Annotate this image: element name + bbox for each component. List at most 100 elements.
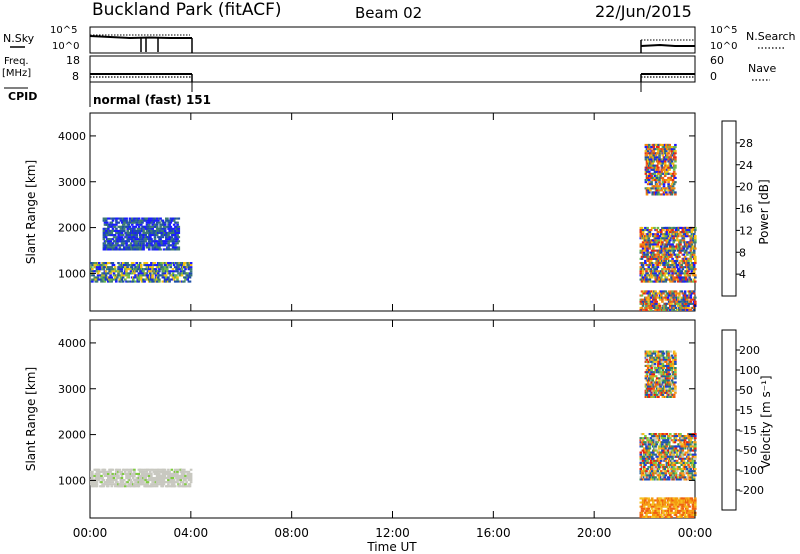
- power-cell: [141, 240, 144, 243]
- velocity-cell: [680, 439, 683, 442]
- velocity-cell: [671, 381, 675, 384]
- power-cell: [655, 164, 659, 167]
- power-cell: [694, 239, 697, 242]
- velocity-cell: [677, 509, 680, 512]
- velocity-cell: [669, 360, 673, 363]
- power-cell: [670, 300, 673, 303]
- power-cell: [648, 247, 652, 250]
- power-cell: [680, 276, 683, 279]
- velocity-cell: [687, 463, 690, 466]
- power-cell: [644, 181, 648, 184]
- velocity-cell: [661, 369, 665, 372]
- velocity-cell: [689, 478, 693, 481]
- velocity-cell: [644, 468, 647, 471]
- power-cell: [648, 143, 651, 146]
- power-cell: [666, 193, 669, 196]
- velocity-cell: [678, 499, 681, 502]
- power-cell: [673, 276, 677, 279]
- power-ytick-label: 2000: [58, 222, 86, 235]
- power-cell: [652, 270, 655, 273]
- power-cell: [658, 181, 661, 184]
- n-tick-left-1: 10^5: [50, 25, 77, 36]
- velocity-cell: [662, 379, 666, 382]
- power-cell: [650, 183, 653, 186]
- velocity-cell: [644, 375, 648, 378]
- power-cell: [168, 270, 171, 273]
- velocity-cell: [689, 449, 693, 452]
- power-cell: [653, 174, 657, 177]
- power-cell: [669, 304, 672, 307]
- velocity-cell: [147, 468, 151, 471]
- power-cell: [691, 298, 695, 301]
- power-cell: [650, 241, 654, 244]
- power-cell: [683, 300, 687, 303]
- power-cell: [647, 304, 651, 307]
- power-cell: [103, 266, 107, 269]
- power-cell: [663, 253, 666, 256]
- date-label: 22/Jun/2015: [595, 2, 692, 21]
- power-cell: [662, 168, 666, 171]
- power-cell: [144, 240, 148, 243]
- velocity-cell: [651, 379, 654, 382]
- power-cell: [675, 266, 679, 269]
- power-data-block-3: [644, 143, 677, 196]
- velocity-cell: [687, 437, 690, 440]
- power-cell: [644, 172, 648, 175]
- power-cell: [136, 238, 140, 241]
- power-cell: [675, 302, 679, 305]
- power-cell: [694, 259, 697, 262]
- power-cell: [100, 280, 103, 283]
- power-cell: [113, 225, 117, 228]
- power-cell: [683, 290, 687, 293]
- power-cell: [155, 223, 159, 226]
- velocity-cell: [694, 472, 697, 475]
- power-cell: [91, 280, 94, 283]
- power-cell: [662, 183, 666, 186]
- power-cell: [108, 276, 111, 279]
- velocity-cell: [641, 472, 645, 475]
- power-cell: [117, 272, 120, 275]
- power-cell: [115, 246, 118, 249]
- power-cell: [171, 276, 175, 279]
- velocity-cell: [654, 360, 658, 363]
- power-cell: [132, 248, 135, 251]
- power-cell: [127, 240, 131, 243]
- power-cell: [96, 274, 100, 277]
- power-cell: [665, 245, 669, 248]
- power-cell: [680, 306, 683, 309]
- power-cell: [655, 255, 658, 258]
- velocity-cell: [659, 389, 662, 392]
- velocity-cell: [95, 485, 99, 488]
- power-cell: [128, 244, 132, 247]
- power-cell: [163, 223, 167, 226]
- velocity-cell: [681, 505, 685, 508]
- power-cell: [690, 243, 694, 246]
- power-cell: [176, 262, 179, 265]
- velocity-cell: [664, 441, 668, 444]
- power-cell: [641, 270, 645, 273]
- velocity-cell: [649, 373, 652, 376]
- velocity-cell: [686, 515, 689, 518]
- power-cell: [648, 298, 652, 301]
- velocity-cell: [663, 466, 666, 469]
- velocity-cell: [91, 472, 94, 475]
- power-cell: [135, 262, 138, 265]
- velocity-cell: [672, 507, 675, 510]
- power-cell: [646, 226, 649, 229]
- power-cell: [657, 308, 661, 311]
- power-cell: [694, 276, 697, 279]
- velocity-cell: [156, 477, 160, 480]
- power-cell: [658, 274, 662, 277]
- power-cell: [662, 235, 665, 238]
- cpid-label: CPID: [8, 90, 37, 103]
- velocity-cell: [650, 455, 654, 458]
- power-cell: [147, 268, 151, 271]
- power-cell: [155, 225, 159, 228]
- power-cell: [171, 272, 175, 275]
- velocity-cell: [679, 433, 682, 436]
- power-cell: [683, 251, 687, 254]
- power-cell: [126, 266, 129, 269]
- power-cell: [176, 238, 179, 241]
- velocity-cell: [671, 457, 674, 460]
- power-cell: [674, 176, 677, 179]
